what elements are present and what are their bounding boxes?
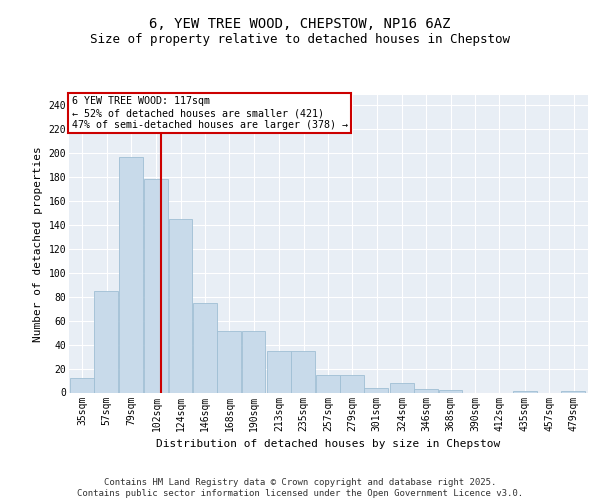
Text: 6, YEW TREE WOOD, CHEPSTOW, NP16 6AZ: 6, YEW TREE WOOD, CHEPSTOW, NP16 6AZ — [149, 18, 451, 32]
Bar — [390, 383, 414, 392]
Bar — [364, 388, 388, 392]
Bar — [70, 378, 94, 392]
Bar — [267, 350, 291, 393]
Bar — [144, 179, 168, 392]
Bar — [242, 332, 265, 392]
Bar — [169, 218, 193, 392]
Bar — [193, 302, 217, 392]
Bar — [292, 350, 315, 393]
Bar — [439, 390, 463, 392]
Bar — [119, 158, 143, 392]
Text: 6 YEW TREE WOOD: 117sqm
← 52% of detached houses are smaller (421)
47% of semi-d: 6 YEW TREE WOOD: 117sqm ← 52% of detache… — [71, 96, 347, 130]
X-axis label: Distribution of detached houses by size in Chepstow: Distribution of detached houses by size … — [157, 439, 500, 449]
Text: Contains HM Land Registry data © Crown copyright and database right 2025.
Contai: Contains HM Land Registry data © Crown c… — [77, 478, 523, 498]
Bar — [94, 290, 118, 392]
Bar — [316, 374, 340, 392]
Text: Size of property relative to detached houses in Chepstow: Size of property relative to detached ho… — [90, 32, 510, 46]
Bar — [217, 332, 241, 392]
Y-axis label: Number of detached properties: Number of detached properties — [33, 146, 43, 342]
Bar — [340, 374, 364, 392]
Bar — [414, 389, 438, 392]
